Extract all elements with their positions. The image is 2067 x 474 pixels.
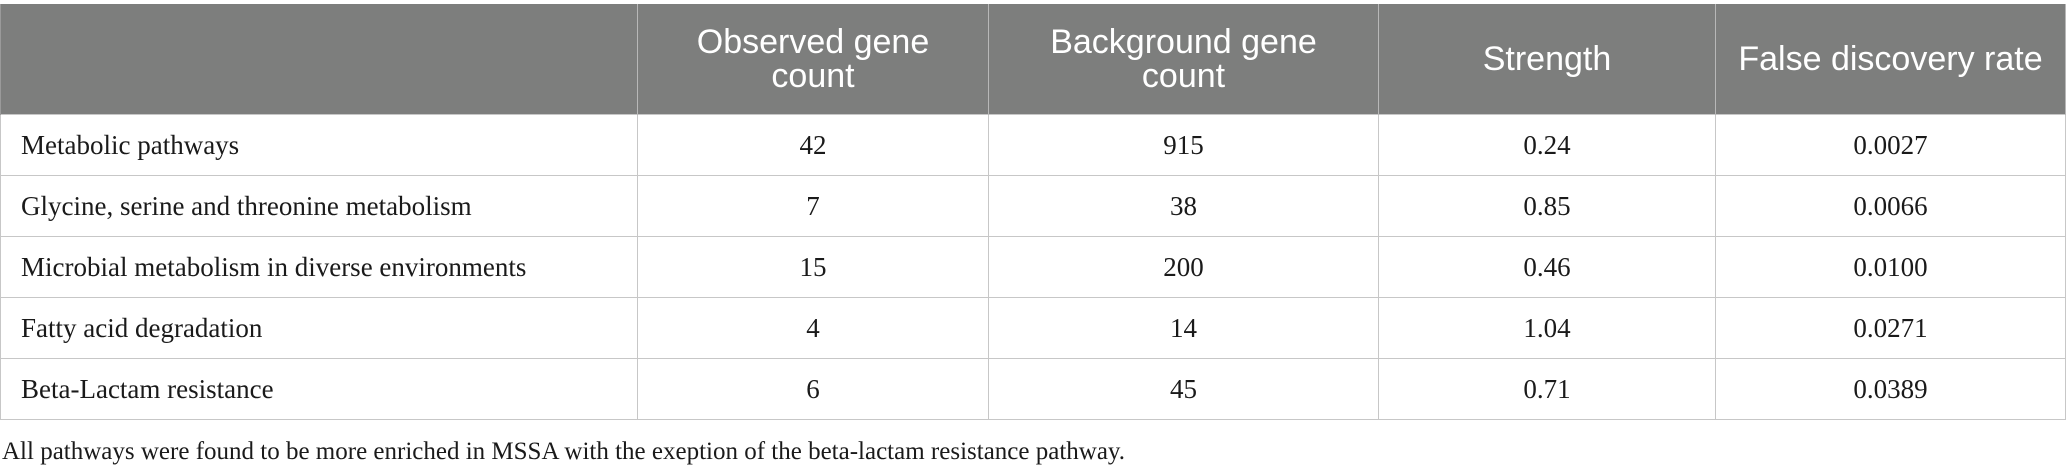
strength-value: 1.04 bbox=[1378, 297, 1716, 359]
table-row: Beta-Lactam resistance 6 45 0.71 0.0389 bbox=[0, 358, 2066, 420]
pathway-name: Fatty acid degradation bbox=[0, 297, 638, 359]
table-row: Fatty acid degradation 4 14 1.04 0.0271 bbox=[0, 297, 2066, 359]
pathway-enrichment-table: Observed gene count Background gene coun… bbox=[0, 4, 2066, 420]
table-row: Glycine, serine and threonine metabolism… bbox=[0, 175, 2066, 237]
fdr-value: 0.0389 bbox=[1715, 358, 2066, 420]
observed-count: 6 bbox=[637, 358, 989, 420]
header-observed-gene-count: Observed gene count bbox=[637, 4, 989, 115]
background-count: 200 bbox=[988, 236, 1379, 298]
pathway-name: Metabolic pathways bbox=[0, 114, 638, 176]
pathway-enrichment-table-container: Observed gene count Background gene coun… bbox=[0, 4, 2067, 420]
table-header: Observed gene count Background gene coun… bbox=[0, 4, 2066, 115]
header-strength: Strength bbox=[1378, 4, 1716, 115]
background-count: 45 bbox=[988, 358, 1379, 420]
table-body: Metabolic pathways 42 915 0.24 0.0027 Gl… bbox=[0, 114, 2066, 420]
pathway-name: Beta-Lactam resistance bbox=[0, 358, 638, 420]
strength-value: 0.24 bbox=[1378, 114, 1716, 176]
background-count: 38 bbox=[988, 175, 1379, 237]
strength-value: 0.85 bbox=[1378, 175, 1716, 237]
fdr-value: 0.0027 bbox=[1715, 114, 2066, 176]
observed-count: 7 bbox=[637, 175, 989, 237]
table-row: Microbial metabolism in diverse environm… bbox=[0, 236, 2066, 298]
table-footnote: All pathways were found to be more enric… bbox=[2, 438, 1126, 465]
header-background-gene-count: Background gene count bbox=[988, 4, 1379, 115]
header-pathway bbox=[0, 4, 638, 115]
observed-count: 4 bbox=[637, 297, 989, 359]
fdr-value: 0.0100 bbox=[1715, 236, 2066, 298]
strength-value: 0.71 bbox=[1378, 358, 1716, 420]
header-false-discovery-rate: False discovery rate bbox=[1715, 4, 2066, 115]
pathway-name: Microbial metabolism in diverse environm… bbox=[0, 236, 638, 298]
observed-count: 42 bbox=[637, 114, 989, 176]
observed-count: 15 bbox=[637, 236, 989, 298]
fdr-value: 0.0271 bbox=[1715, 297, 2066, 359]
strength-value: 0.46 bbox=[1378, 236, 1716, 298]
fdr-value: 0.0066 bbox=[1715, 175, 2066, 237]
background-count: 14 bbox=[988, 297, 1379, 359]
background-count: 915 bbox=[988, 114, 1379, 176]
header-row: Observed gene count Background gene coun… bbox=[0, 4, 2066, 115]
table-row: Metabolic pathways 42 915 0.24 0.0027 bbox=[0, 114, 2066, 176]
pathway-name: Glycine, serine and threonine metabolism bbox=[0, 175, 638, 237]
